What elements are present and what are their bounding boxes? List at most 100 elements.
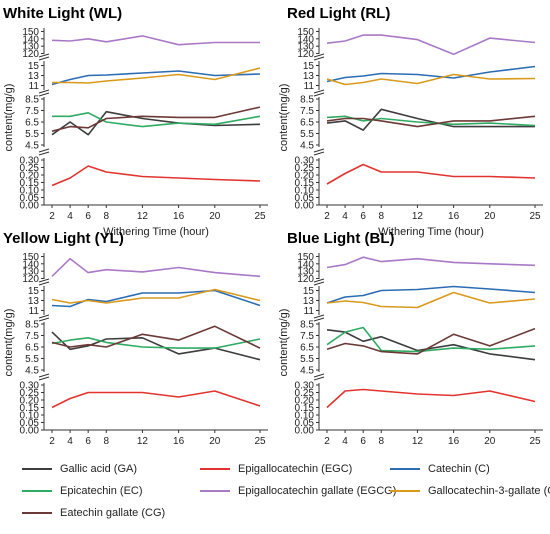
legend-label: Eatechin gallate (CG) (60, 507, 166, 519)
y-tick-label: 0.05 (295, 418, 315, 429)
y-tick-label: 0.25 (20, 163, 40, 174)
x-tick-label: 8 (378, 211, 384, 222)
legend-item: Epigallocatechin gallate (EGCG) (200, 485, 396, 497)
x-tick-label: 4 (67, 211, 73, 222)
axis-break-mark (313, 89, 325, 97)
x-tick-label: 2 (324, 436, 330, 447)
y-tick-label: 130 (297, 42, 314, 53)
y-tick-label: 140 (297, 34, 314, 45)
legend-item: Gallocatechin-3-gallate (GCG) (390, 485, 550, 497)
legend-item: Epicatechin (EC) (22, 485, 143, 497)
y-tick-label: 8.5 (25, 95, 39, 106)
x-tick-label: 12 (412, 211, 424, 222)
legend-swatch (390, 468, 420, 470)
y-tick-label: 0.20 (295, 396, 315, 407)
y-tick-label: 0.30 (20, 381, 40, 392)
x-tick-label: 20 (484, 436, 496, 447)
y-tick-label: 13 (303, 296, 315, 307)
x-axis-label: Withering Time (hour) (103, 226, 209, 238)
axis-break-mark (38, 314, 50, 322)
axis-break-mark (38, 278, 50, 286)
legend: Gallic acid (GA) Epigallocatechin (EGC) Ca… (0, 447, 550, 534)
y-tick-label: 13 (28, 296, 40, 307)
legend-swatch (22, 468, 52, 470)
y-tick-label: 0.15 (295, 403, 315, 414)
y-tick-label: 4.5 (25, 366, 39, 377)
y-axis-label: content(mg/g) (3, 309, 15, 377)
x-tick-label: 8 (378, 436, 384, 447)
y-tick-label: 0.00 (295, 201, 315, 212)
panel-title: Red Light (RL) (287, 5, 390, 22)
series-line (326, 115, 536, 127)
y-tick-label: 150 (22, 252, 39, 263)
y-tick-label: 0.10 (295, 186, 315, 197)
legend-label: Epicatechin (EC) (60, 485, 143, 497)
y-tick-label: 140 (22, 34, 39, 45)
y-tick-label: 0.00 (295, 426, 315, 437)
legend-swatch (22, 490, 52, 492)
y-tick-label: 0.10 (295, 411, 315, 422)
panel: Blue Light (BL) 0.000.050.100.150.200.250… (278, 230, 543, 447)
series-line (51, 331, 261, 361)
series-line (51, 390, 261, 409)
y-tick-label: 140 (22, 259, 39, 270)
series-line (326, 329, 536, 361)
x-tick-label: 2 (49, 211, 55, 222)
x-tick-label: 6 (360, 436, 366, 447)
y-tick-label: 0.25 (295, 163, 315, 174)
axis-break-mark (313, 148, 325, 156)
y-tick-label: 5.5 (25, 354, 39, 365)
x-tick-label: 20 (484, 211, 496, 222)
legend-item: Catechin (C) (390, 463, 490, 475)
x-tick-label: 16 (173, 436, 185, 447)
legend-swatch (390, 490, 420, 492)
y-tick-label: 7.5 (25, 106, 39, 117)
y-tick-label: 0.15 (20, 403, 40, 414)
y-tick-label: 4.5 (300, 141, 314, 152)
y-tick-label: 6.5 (300, 118, 314, 129)
y-tick-label: 150 (297, 27, 314, 38)
y-tick-label: 7.5 (300, 106, 314, 117)
x-tick-label: 16 (448, 211, 460, 222)
y-tick-label: 7.5 (25, 331, 39, 342)
x-tick-label: 12 (137, 211, 149, 222)
series-line (51, 325, 261, 349)
y-tick-label: 130 (297, 267, 314, 278)
y-tick-label: 15 (28, 61, 40, 72)
x-tick-label: 2 (49, 436, 55, 447)
legend-label: Epigallocatechin gallate (EGCG) (238, 485, 397, 497)
series-line (51, 106, 261, 132)
y-tick-label: 120 (297, 274, 314, 285)
y-tick-label: 5.5 (25, 129, 39, 140)
y-tick-label: 0.00 (20, 201, 40, 212)
panel-title: Yellow Light (YL) (3, 230, 124, 247)
x-tick-label: 6 (85, 436, 91, 447)
x-tick-label: 6 (360, 211, 366, 222)
axis-break-mark (313, 373, 325, 381)
x-tick-label: 4 (342, 211, 348, 222)
axis-break-mark (313, 53, 325, 61)
axis-break-mark (38, 53, 50, 61)
series-line (326, 34, 536, 56)
x-tick-label: 12 (137, 436, 149, 447)
x-tick-label: 20 (209, 211, 221, 222)
series-line (52, 112, 261, 128)
y-tick-label: 0.25 (295, 388, 315, 399)
y-tick-label: 0.05 (295, 193, 315, 204)
y-tick-label: 4.5 (25, 141, 39, 152)
y-axis-label: content(mg/g) (278, 84, 290, 152)
legend-swatch (200, 490, 230, 492)
panel-title: Blue Light (BL) (287, 230, 394, 247)
y-tick-label: 0.30 (20, 156, 40, 167)
x-tick-label: 25 (254, 211, 266, 222)
series-line (326, 291, 536, 309)
y-tick-label: 0.20 (20, 396, 40, 407)
y-tick-label: 130 (22, 42, 39, 53)
x-tick-label: 25 (529, 211, 541, 222)
y-tick-label: 8.5 (300, 95, 314, 106)
panel: Red Light (RL) 0.000.050.100.150.200.250.… (278, 5, 543, 238)
panel-title: White Light (WL) (3, 5, 122, 22)
y-tick-label: 13 (303, 71, 315, 82)
y-tick-label: 15 (303, 286, 315, 297)
y-tick-label: 0.05 (20, 418, 40, 429)
